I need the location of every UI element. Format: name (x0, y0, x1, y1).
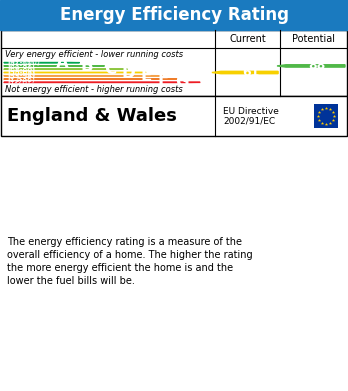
Text: (39-54): (39-54) (7, 71, 35, 80)
Text: F: F (157, 70, 168, 88)
Text: C: C (104, 60, 116, 78)
Text: A: A (56, 54, 69, 72)
Text: Energy Efficiency Rating: Energy Efficiency Rating (60, 6, 288, 24)
Text: England & Wales: England & Wales (7, 107, 177, 125)
Polygon shape (277, 65, 345, 67)
Text: Very energy efficient - lower running costs: Very energy efficient - lower running co… (5, 50, 183, 59)
Text: 88: 88 (308, 59, 325, 72)
Text: (1-20): (1-20) (7, 78, 30, 87)
Text: 61: 61 (242, 66, 259, 79)
Text: (69-80): (69-80) (7, 65, 35, 74)
Text: (55-68): (55-68) (7, 68, 35, 77)
Text: E: E (140, 67, 152, 85)
Text: The energy efficiency rating is a measure of the
overall efficiency of a home. T: The energy efficiency rating is a measur… (7, 237, 253, 286)
Text: EU Directive: EU Directive (223, 106, 279, 115)
Bar (0, 0, 348, 30)
Bar (314, 104, 338, 128)
Bar (1, 96, 347, 136)
Text: Not energy efficient - higher running costs: Not energy efficient - higher running co… (5, 86, 183, 95)
Text: (21-38): (21-38) (7, 75, 35, 84)
Text: 2002/91/EC: 2002/91/EC (223, 117, 275, 126)
Text: B: B (81, 57, 94, 75)
Bar (1, 30, 347, 96)
Text: G: G (175, 74, 189, 91)
Text: D: D (121, 63, 135, 81)
Text: Current: Current (229, 34, 266, 44)
Text: Potential: Potential (292, 34, 335, 44)
Polygon shape (212, 71, 278, 74)
Text: (81-91): (81-91) (7, 61, 35, 70)
Text: (92-100): (92-100) (7, 58, 40, 67)
